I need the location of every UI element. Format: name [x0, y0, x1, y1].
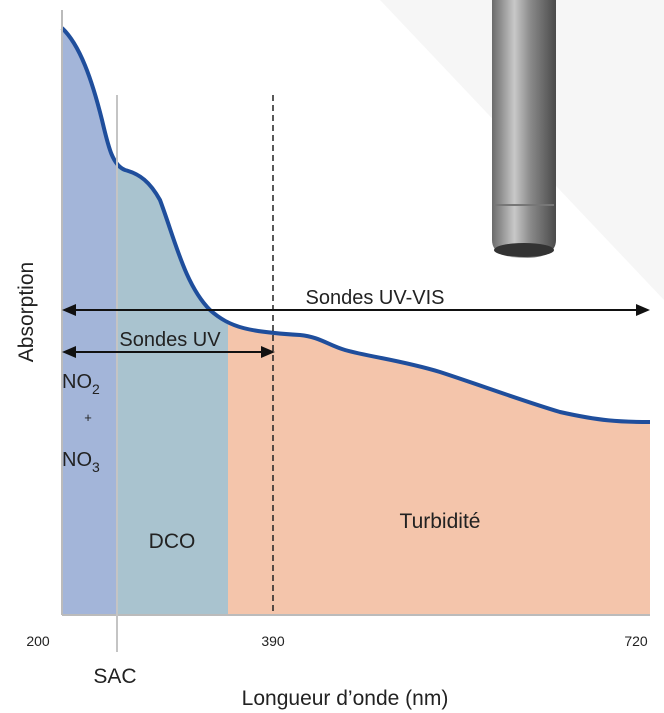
- spectrum-curve: [60, 26, 651, 424]
- region-label: +: [84, 410, 92, 425]
- formula: NO: [62, 449, 92, 471]
- formula: NO: [62, 371, 92, 393]
- subscript: 3: [92, 459, 100, 475]
- marker-label: SAC: [93, 665, 136, 688]
- region-label: DCO: [149, 530, 196, 553]
- x-tick-label: 200: [26, 633, 50, 649]
- arrow-label: Sondes UV-VIS: [306, 287, 445, 309]
- subscript: 2: [92, 381, 100, 397]
- x-axis-label: Longueur d’onde (nm): [242, 687, 449, 710]
- y-axis-label: Absorption: [15, 262, 38, 362]
- arrow: [62, 304, 650, 358]
- region-label: NO3: [62, 449, 100, 475]
- x-tick-label: 720: [624, 633, 648, 649]
- probe: [492, 0, 556, 258]
- x-tick-label: 390: [261, 633, 285, 649]
- region-label: NO2: [62, 371, 100, 397]
- region-label: Turbidité: [400, 510, 481, 533]
- arrow-label: Sondes UV: [119, 329, 221, 351]
